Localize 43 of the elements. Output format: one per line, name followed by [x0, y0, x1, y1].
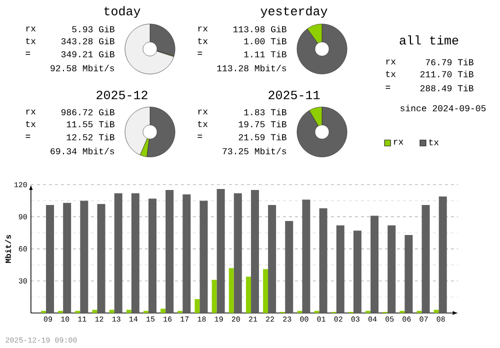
chart-title: 2025-12 [96, 90, 148, 100]
text: all time [400, 35, 458, 45]
text: rx [386, 60, 396, 64]
legend-label: tx [429, 139, 439, 146]
text: 92.58 Mbit/s [50, 64, 114, 72]
chart-title: today [104, 6, 140, 18]
text: 1.11 TiB [244, 50, 286, 58]
text: 73.25 Mbit/s [222, 148, 286, 154]
text: rx [198, 26, 208, 32]
text: 11.55 TiB [66, 120, 114, 128]
text: 19.75 TiB [238, 120, 286, 128]
text: tx [198, 120, 208, 128]
text: tx [198, 38, 208, 44]
text: tx [386, 70, 396, 78]
y-axis-title: Mbit/s [5, 234, 11, 263]
text: 21.59 TiB [238, 134, 286, 140]
text: rx [26, 26, 36, 32]
text: = [26, 52, 30, 55]
text: 113.98 GiB [233, 26, 286, 32]
text: 76.79 TiB [426, 58, 474, 66]
text: = [386, 86, 390, 89]
text: 113.28 Mbit/s [217, 64, 286, 72]
text: 1.83 TiB [244, 108, 286, 116]
text: 5.93 GiB [72, 26, 114, 32]
text: rx [26, 110, 36, 114]
text: = [26, 134, 30, 138]
text: 1.00 TiB [244, 38, 286, 44]
text: 211.70 TiB [420, 70, 474, 78]
text: = [198, 52, 202, 55]
text: 12.52 TiB [66, 134, 114, 140]
text: 349.21 GiB [61, 50, 114, 58]
text: rx [198, 110, 208, 114]
chart-title: 2025-11 [268, 90, 320, 100]
text: 986.72 GiB [61, 108, 114, 116]
text: = [198, 134, 202, 138]
text: 343.28 GiB [61, 38, 114, 44]
chart-title: yesterday [260, 6, 328, 18]
text: tx [26, 38, 36, 44]
text: tx [26, 120, 36, 128]
text: 288.49 TiB [420, 84, 474, 92]
text: since 2024-09-05 [400, 104, 486, 112]
text: 69.34 Mbit/s [50, 148, 114, 154]
legend-label: rx [394, 140, 404, 145]
